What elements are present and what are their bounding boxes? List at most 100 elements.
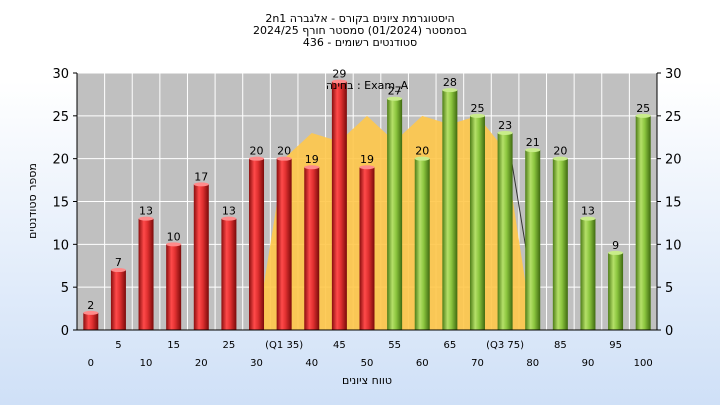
chart-title-block: היסטוגרמת ציונים בקורס - אלגברה 2n1בסמסט…: [253, 12, 467, 49]
bar: [608, 252, 624, 330]
x-tick-label: 15: [167, 340, 180, 351]
bar: [497, 132, 513, 330]
bar: [552, 158, 568, 330]
bar: [359, 167, 375, 330]
y-tick-label-right: 5: [665, 281, 673, 296]
bar-top: [552, 156, 568, 161]
x-tick-label: 90: [582, 358, 595, 369]
bar: [331, 81, 347, 330]
bar: [221, 218, 237, 330]
bar-value-label: 19: [305, 153, 319, 166]
bar-value-label: 20: [250, 145, 264, 158]
bar: [249, 158, 265, 330]
bar-value-label: 19: [360, 153, 374, 166]
bar-top: [331, 79, 347, 84]
y-tick-label: 25: [52, 110, 69, 125]
bar-top: [304, 165, 320, 170]
bar-top: [359, 165, 375, 170]
x-tick-label: 5: [115, 340, 121, 351]
x-tick-label: 30: [250, 358, 263, 369]
bar-top: [635, 113, 651, 118]
y-tick-label: 30: [52, 67, 69, 82]
bar-value-label: 25: [470, 102, 484, 115]
y-tick-label-right: 20: [665, 153, 682, 168]
x-tick-label: 60: [416, 358, 429, 369]
bar-top: [83, 310, 99, 315]
x-tick-label: (Q3 75): [486, 340, 524, 351]
y-tick-label-right: 0: [665, 324, 673, 339]
bar-value-label: 10: [167, 230, 181, 243]
x-tick-label: 70: [471, 358, 484, 369]
bar-top: [469, 113, 485, 118]
bar-top: [110, 268, 126, 273]
bar-top: [525, 148, 541, 153]
bar: [304, 167, 320, 330]
bar-top: [442, 88, 458, 93]
bar-top: [193, 182, 209, 187]
x-tick-label: 80: [526, 358, 539, 369]
bar: [442, 90, 458, 330]
bar-top: [387, 96, 403, 101]
bar-top: [580, 216, 596, 221]
bar: [580, 218, 596, 330]
bar-top: [249, 156, 265, 161]
bar-top: [414, 156, 430, 161]
bar-value-label: 29: [332, 68, 346, 81]
bar: [469, 115, 485, 330]
bar-top: [221, 216, 237, 221]
bar: [414, 158, 430, 330]
x-tick-label: (Q1 35): [265, 340, 303, 351]
bar-value-label: 25: [636, 102, 650, 115]
bar-top: [608, 250, 624, 255]
bar-value-label: 13: [139, 205, 153, 218]
bar-value-label: 27: [388, 85, 402, 98]
bars: [83, 79, 651, 330]
y-tick-label: 20: [52, 153, 69, 168]
y-axis-label: מספר סטודנטים: [26, 163, 39, 239]
y-tick-label: 15: [52, 196, 69, 211]
comparison-series-label: בחינה : Exam_A: [326, 79, 409, 92]
bar: [387, 98, 403, 330]
bar-value-label: 7: [115, 256, 122, 269]
bar: [138, 218, 154, 330]
y-tick-label: 0: [61, 324, 69, 339]
x-tick-label: 85: [554, 340, 567, 351]
comparison-leader-line: [510, 158, 528, 253]
y-tick-label-right: 10: [665, 238, 682, 253]
bar: [83, 312, 99, 330]
x-tick-label: 50: [361, 358, 374, 369]
x-tick-label: 45: [333, 340, 346, 351]
bar-value-label: 9: [612, 239, 619, 252]
x-tick-label: 95: [609, 340, 622, 351]
bar-top: [138, 216, 154, 221]
bar: [525, 150, 541, 330]
y-tick-label-right: 25: [665, 110, 682, 125]
bar: [166, 244, 182, 330]
bar: [635, 115, 651, 330]
bar-value-label: 20: [415, 145, 429, 158]
bar-value-label: 28: [443, 76, 457, 89]
x-tick-label: 25: [223, 340, 236, 351]
y-tick-label-right: 30: [665, 67, 682, 82]
x-tick-label: 65: [443, 340, 456, 351]
x-tick-label: 0: [88, 358, 94, 369]
bar: [276, 158, 292, 330]
bar-value-label: 13: [581, 205, 595, 218]
bar-value-label: 20: [553, 145, 567, 158]
bar-value-label: 13: [222, 205, 236, 218]
x-axis-label: טווח ציונים: [342, 374, 392, 387]
x-tick-label: 55: [388, 340, 401, 351]
x-tick-label: 10: [140, 358, 153, 369]
bar: [110, 270, 126, 330]
bar-value-label: 20: [277, 145, 291, 158]
y-tick-label: 5: [61, 281, 69, 296]
bar-top: [276, 156, 292, 161]
bar-top: [497, 130, 513, 135]
bar-value-label: 21: [526, 136, 540, 149]
x-tick-label: 20: [195, 358, 208, 369]
bar-value-label: 17: [194, 170, 208, 183]
chart-title-line: סטודנטים רשומים - 436: [303, 36, 417, 49]
